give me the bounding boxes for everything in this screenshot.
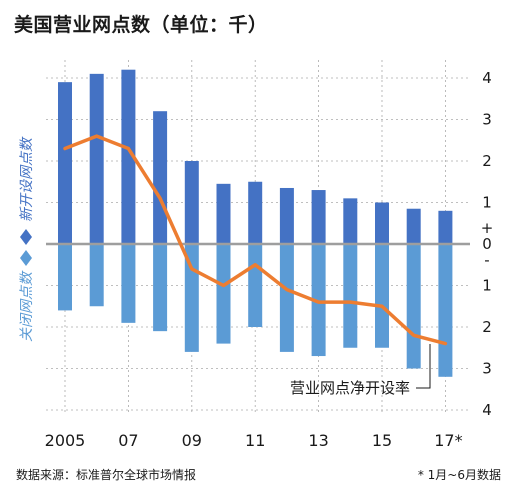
line-annotation: 营业网点净开设率 bbox=[290, 344, 431, 397]
bar-close-2013 bbox=[311, 244, 326, 357]
source-note: 数据来源：标准普尔全球市场情报 bbox=[16, 468, 197, 482]
ylabel-open: 新开设网点数 bbox=[19, 136, 35, 222]
x-tick-label: 07 bbox=[118, 431, 138, 450]
x-tick-label: 17* bbox=[434, 431, 462, 450]
bar-open-2005 bbox=[58, 82, 72, 245]
bar-close-2016 bbox=[406, 244, 421, 369]
y-tick-label: 2 bbox=[482, 152, 492, 170]
y-tick-label: 1 bbox=[482, 194, 492, 212]
bar-open-2006 bbox=[89, 73, 104, 244]
bar-close-2010 bbox=[216, 244, 231, 344]
bar-open-2014 bbox=[343, 198, 358, 244]
open-arrow-icon bbox=[20, 229, 32, 245]
bar-close-2011 bbox=[248, 244, 263, 327]
bar-close-2015 bbox=[375, 244, 389, 348]
bar-close-2007 bbox=[121, 244, 136, 323]
x-tick-label: 2005 bbox=[45, 431, 86, 450]
x-ticks: 2005 07 09 11 13 15 17* bbox=[45, 431, 463, 450]
footnote: * 1月~6月数据 bbox=[417, 468, 501, 482]
y-tick-label: 3 bbox=[482, 111, 492, 129]
bar-close-2012 bbox=[279, 244, 294, 352]
y-tick-label: 3 bbox=[482, 360, 492, 378]
bar-open-2013 bbox=[311, 190, 326, 244]
bar-open-2012 bbox=[279, 187, 294, 244]
bars bbox=[58, 69, 453, 377]
bar-open-2016 bbox=[406, 208, 421, 244]
y-tick-label: + bbox=[481, 219, 494, 237]
bar-open-2007 bbox=[121, 69, 136, 244]
net-rate-line-layer bbox=[63, 134, 448, 346]
close-arrow-icon bbox=[20, 250, 32, 266]
y-tick-label: 4 bbox=[482, 401, 492, 419]
y-tick-label: 2 bbox=[482, 318, 492, 336]
x-tick-label: 11 bbox=[245, 431, 265, 450]
ylabel-close: 关闭网点数 bbox=[19, 270, 35, 342]
y-tick-zero: 0 bbox=[482, 235, 492, 253]
y-tick-label: 4 bbox=[482, 69, 492, 87]
bar-open-2011 bbox=[248, 181, 263, 244]
x-tick-label: 15 bbox=[372, 431, 392, 450]
line-label: 营业网点净开设率 bbox=[290, 379, 410, 397]
y-tick-label: 1 bbox=[482, 277, 492, 295]
bar-open-2017* bbox=[438, 210, 453, 244]
bar-close-2005 bbox=[58, 244, 72, 311]
bar-close-2008 bbox=[153, 244, 168, 332]
x-tick-label: 09 bbox=[182, 431, 202, 450]
bar-close-2017* bbox=[438, 244, 453, 377]
bar-open-2009 bbox=[184, 161, 199, 244]
bar-close-2014 bbox=[343, 244, 358, 348]
bar-close-2006 bbox=[89, 244, 104, 307]
y-ticks: 4 3 2 1 +0- 1 2 3 4 bbox=[481, 69, 494, 419]
bar-open-2015 bbox=[375, 202, 389, 244]
y-tick-label: - bbox=[484, 251, 489, 269]
x-tick-label: 13 bbox=[308, 431, 328, 450]
bar-open-2010 bbox=[216, 183, 231, 244]
line-label-leader bbox=[416, 344, 431, 389]
bar-open-2008 bbox=[153, 111, 168, 244]
chart-title: 美国营业网点数（单位：千） bbox=[14, 14, 268, 36]
